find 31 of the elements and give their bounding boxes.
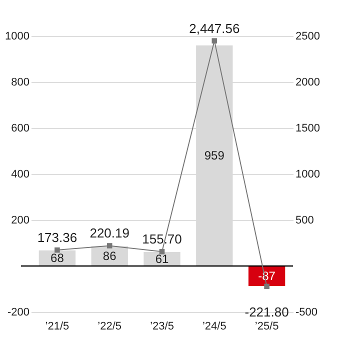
data-label: 61 bbox=[155, 252, 169, 266]
point bbox=[159, 249, 165, 254]
point bbox=[264, 284, 270, 290]
y-tick-label: -200 bbox=[7, 306, 30, 318]
data-label: 86 bbox=[102, 249, 117, 264]
data-label: 2,447.56 bbox=[189, 20, 240, 36]
x-tick-label: ’22/5 bbox=[98, 320, 122, 332]
data-label: 68 bbox=[50, 251, 64, 266]
y-tick-label: 1000 bbox=[5, 30, 30, 42]
x-tick-label: ’24/5 bbox=[202, 320, 226, 332]
y-tick-label: 600 bbox=[11, 122, 30, 134]
data-label: -221.80 bbox=[244, 304, 289, 320]
data-label: 959 bbox=[204, 148, 225, 163]
point bbox=[212, 38, 218, 44]
y-tick-label: 200 bbox=[11, 214, 30, 226]
y2-tick-label: 500 bbox=[296, 214, 314, 226]
point bbox=[54, 247, 60, 253]
point bbox=[106, 243, 112, 248]
y-tick-label: 800 bbox=[11, 76, 30, 88]
x-tick-label: ’23/5 bbox=[150, 320, 174, 332]
x-tick-label: ’21/5 bbox=[45, 320, 70, 332]
y-tick-label: 400 bbox=[11, 168, 30, 180]
data-label: -87 bbox=[258, 269, 276, 284]
y2-tick-label: 1500 bbox=[296, 122, 320, 134]
x-tick-label: ’25/5 bbox=[254, 320, 279, 332]
data-label: 220.19 bbox=[90, 226, 130, 241]
y2-tick-label: -500 bbox=[296, 306, 318, 318]
y2-tick-label: 2000 bbox=[296, 76, 320, 88]
y2-tick-label: 2500 bbox=[296, 30, 320, 42]
data-label: 173.36 bbox=[37, 230, 78, 246]
y2-tick-label: 1000 bbox=[296, 168, 320, 180]
